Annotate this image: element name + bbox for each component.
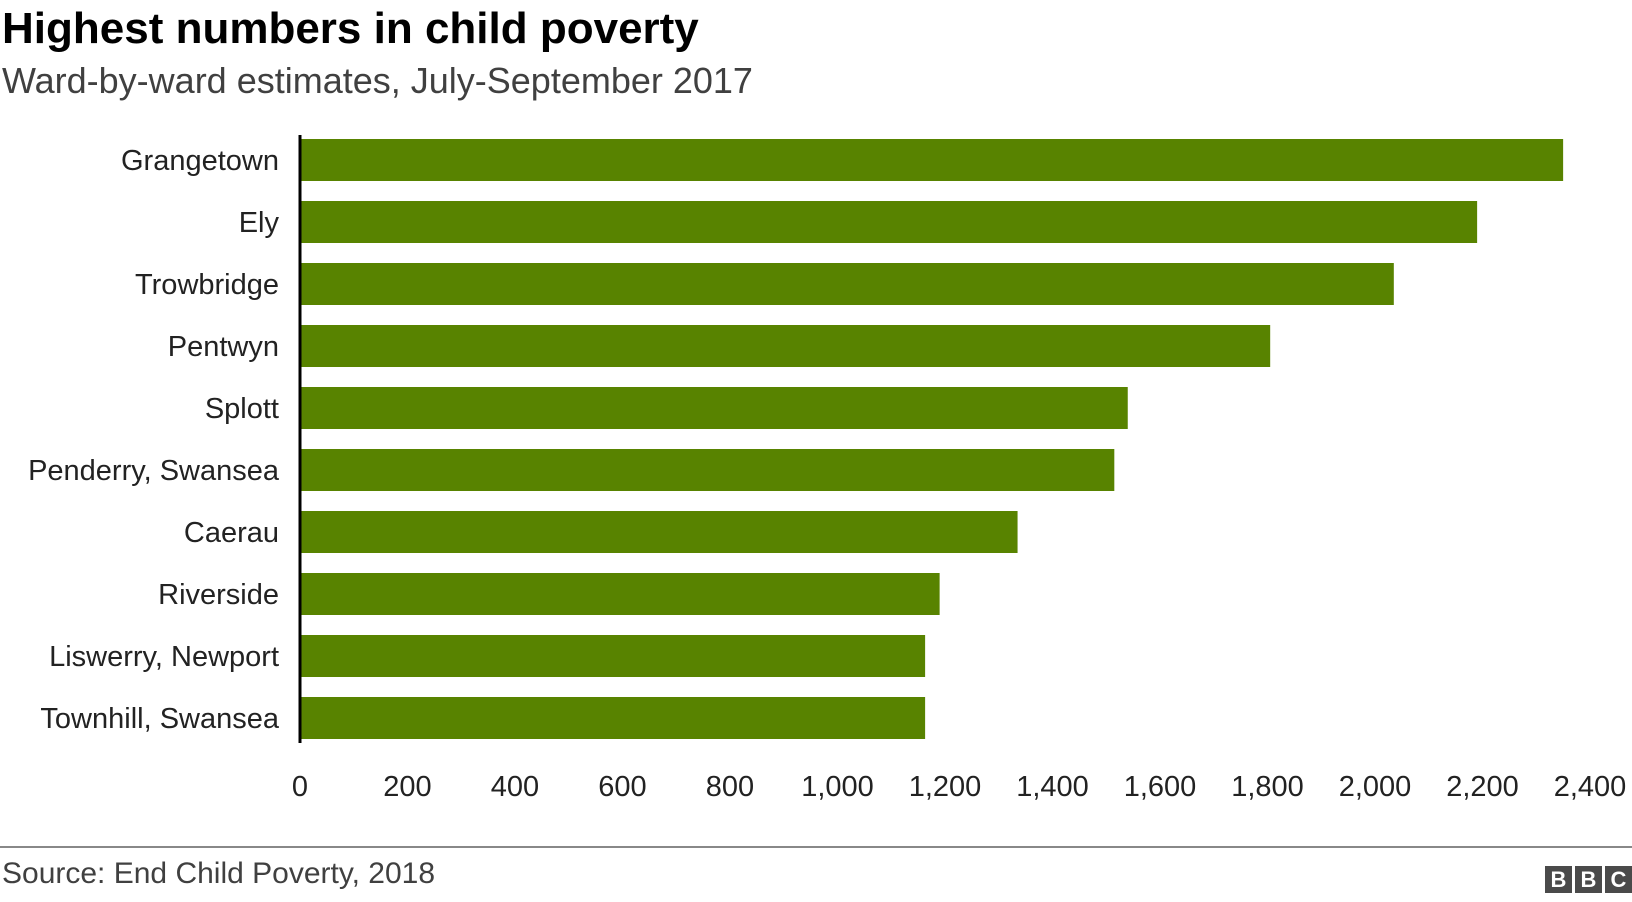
logo-letter-3: C [1605, 866, 1632, 893]
bar-1 [300, 139, 1564, 181]
x-tick-label: 800 [706, 771, 754, 803]
chart-title: Highest numbers in child poverty [2, 4, 699, 53]
bar-7 [300, 511, 1018, 553]
x-tick-label: 1,000 [801, 771, 874, 803]
category-label: Liswerry, Newport [49, 641, 279, 673]
bar-10 [300, 697, 926, 739]
x-tick-label: 2,000 [1339, 771, 1412, 803]
bar-5 [300, 387, 1128, 429]
x-tick-label: 1,400 [1016, 771, 1089, 803]
category-label: Grangetown [121, 145, 279, 177]
category-label: Riverside [158, 579, 279, 611]
category-label: Townhill, Swansea [40, 703, 279, 735]
x-tick-label: 400 [491, 771, 539, 803]
bbc-logo: B B C [1545, 866, 1632, 893]
x-tick-label: 600 [598, 771, 646, 803]
category-label: Ely [239, 207, 280, 239]
chart-subtitle: Ward-by-ward estimates, July-September 2… [2, 60, 753, 101]
bar-2 [300, 201, 1478, 243]
x-tick-label: 1,600 [1124, 771, 1197, 803]
category-label: Caerau [184, 517, 279, 549]
x-tick-label: 200 [383, 771, 431, 803]
bar-chart: Grangetown Ely Trowbridge Pentwyn Splott Pend… [28, 135, 1627, 803]
x-tick-label: 2,400 [1554, 771, 1627, 803]
x-tick-label: 2,200 [1446, 771, 1519, 803]
x-tick-label: 0 [292, 771, 308, 803]
category-label: Pentwyn [168, 331, 279, 363]
bar-4 [300, 325, 1271, 367]
logo-letter-2: B [1575, 866, 1602, 893]
x-tick-label: 1,800 [1231, 771, 1304, 803]
bar-3 [300, 263, 1394, 305]
category-label: Splott [205, 393, 279, 425]
source-note: Source: End Child Poverty, 2018 [2, 857, 436, 890]
bar-8 [300, 573, 940, 615]
bar-6 [300, 449, 1115, 491]
category-label: Penderry, Swansea [28, 455, 280, 487]
footer-divider [0, 846, 1632, 848]
logo-letter-1: B [1545, 866, 1572, 893]
category-label: Trowbridge [135, 269, 279, 301]
bar-9 [300, 635, 926, 677]
x-tick-label: 1,200 [909, 771, 982, 803]
